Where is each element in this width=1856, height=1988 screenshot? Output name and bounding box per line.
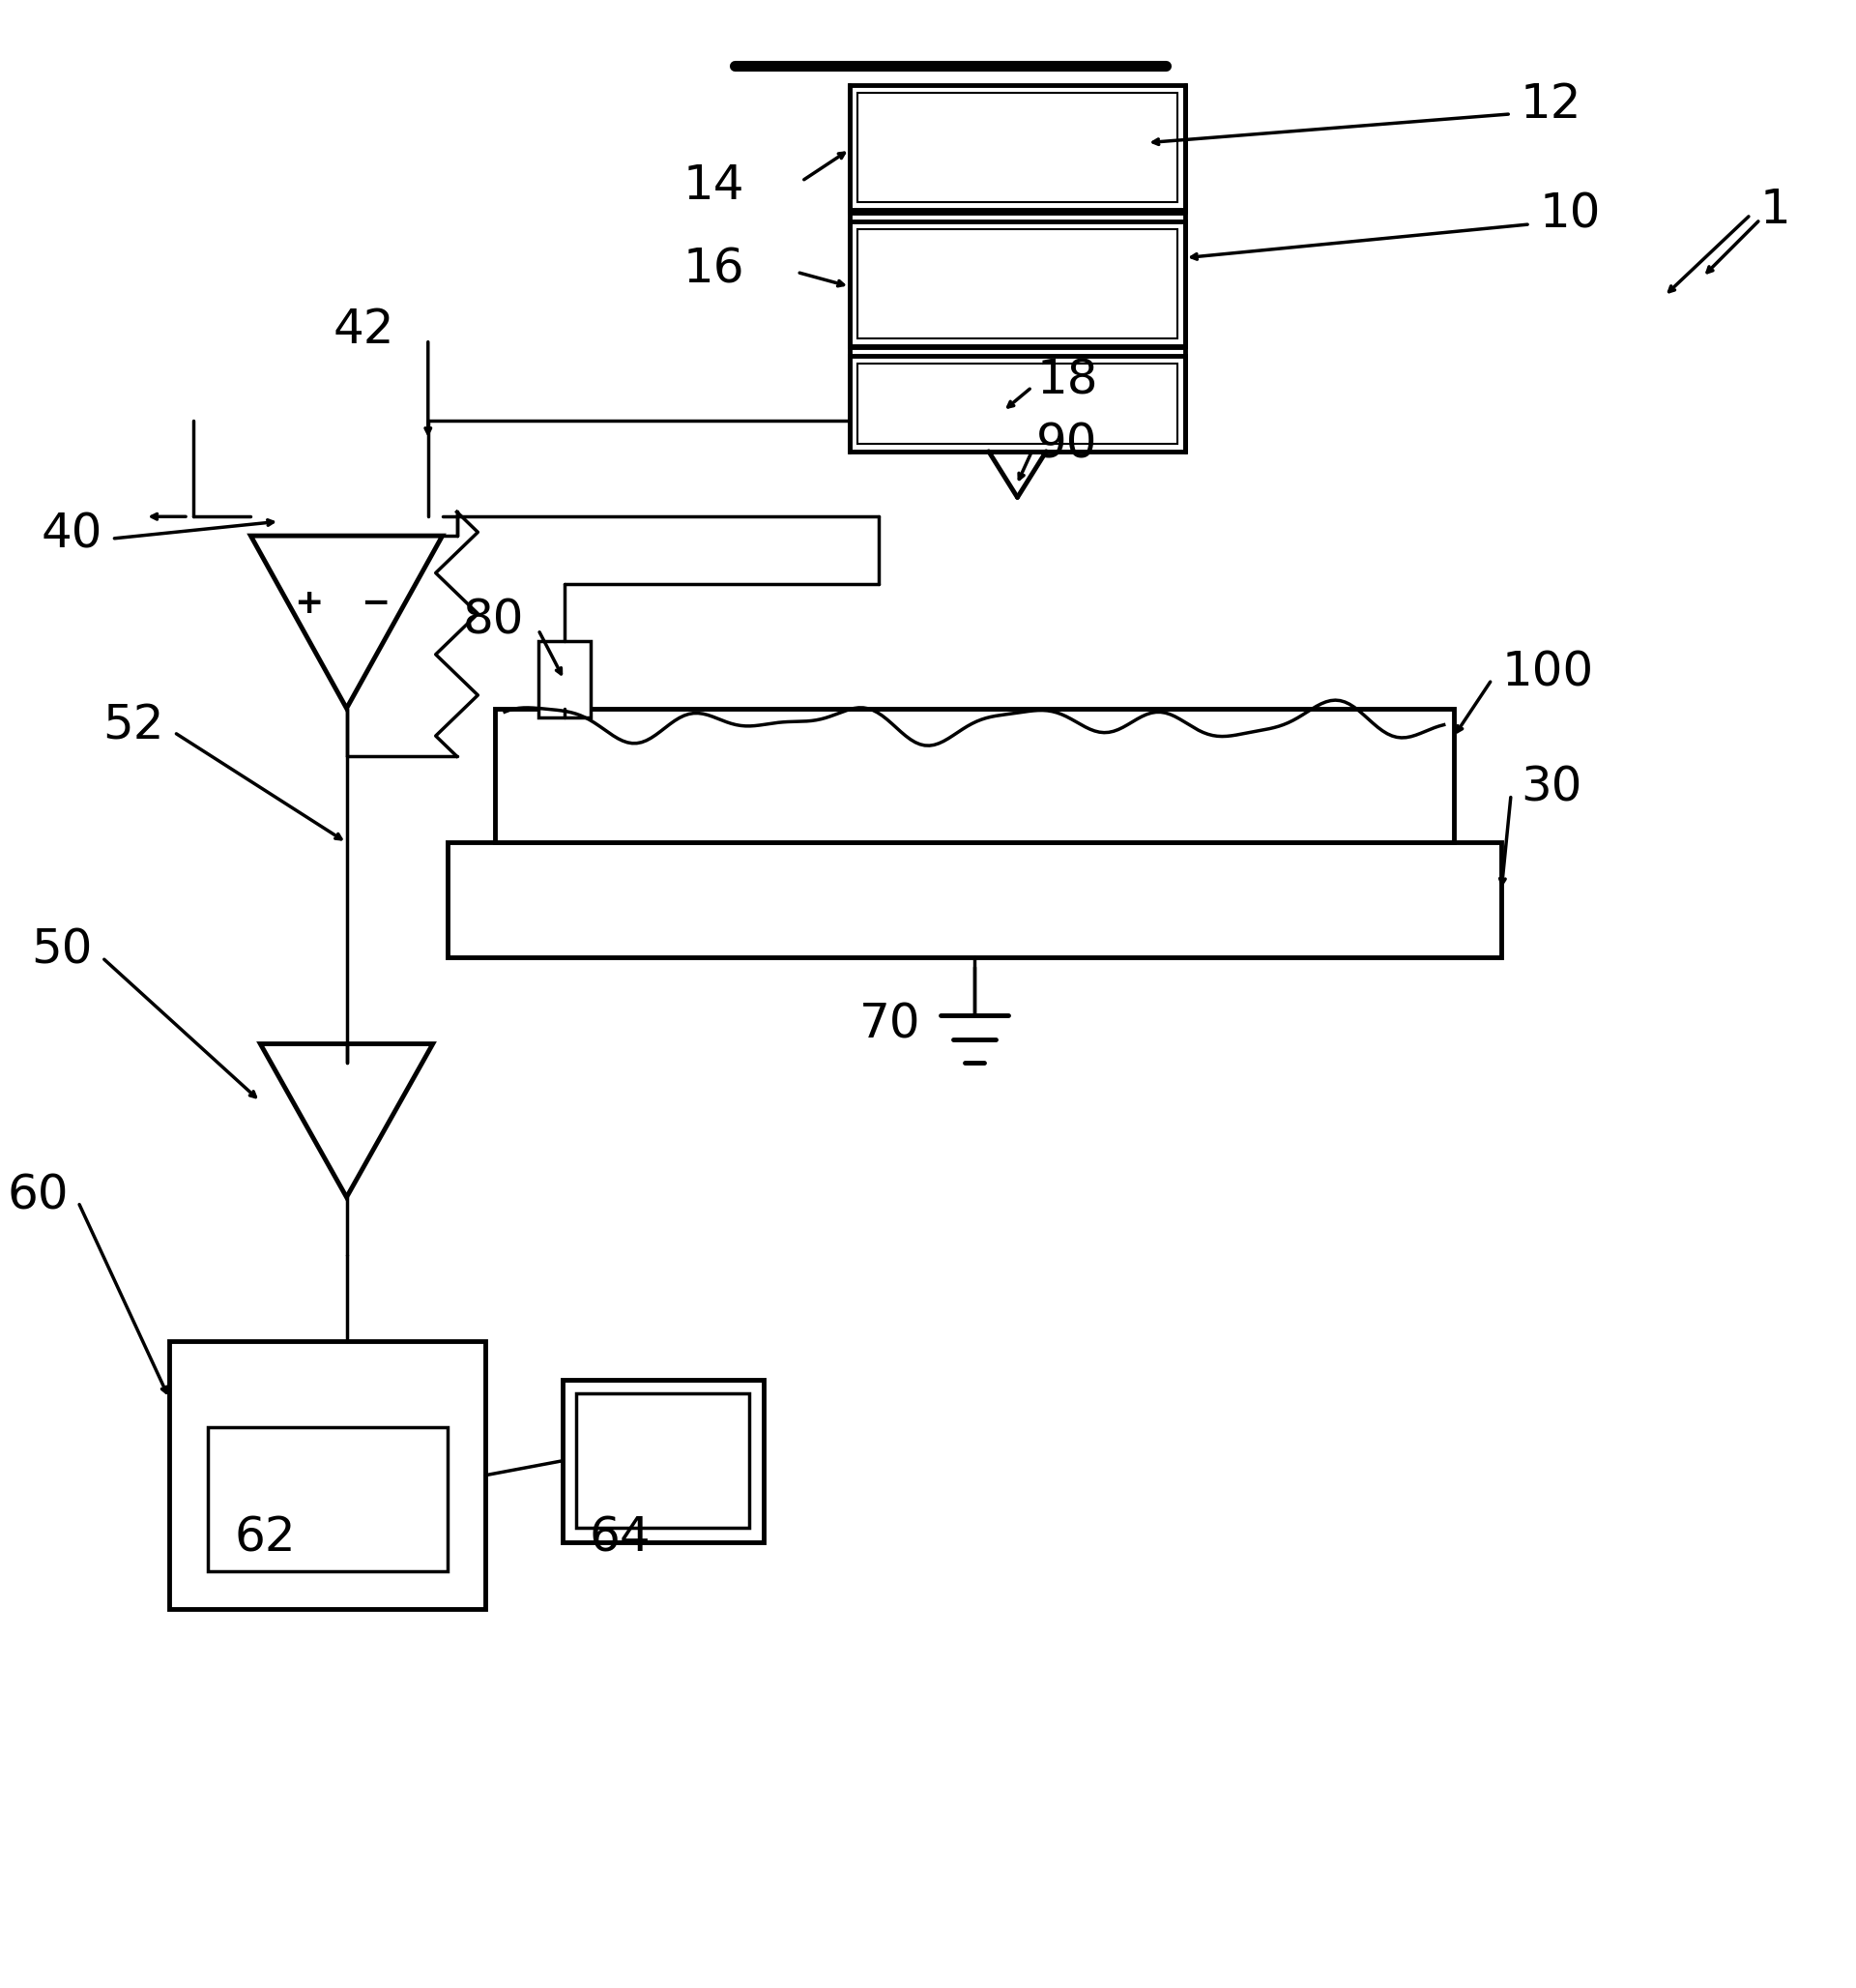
Text: 30: 30 — [1520, 765, 1581, 811]
Bar — [850, 356, 1186, 451]
Bar — [538, 642, 590, 718]
Text: 64: 64 — [588, 1515, 650, 1561]
Text: 90: 90 — [1038, 421, 1099, 467]
Polygon shape — [251, 537, 442, 708]
Bar — [496, 708, 1453, 843]
Text: 50: 50 — [32, 926, 93, 972]
Text: 62: 62 — [234, 1515, 295, 1561]
Bar — [850, 221, 1186, 346]
Text: 40: 40 — [41, 511, 102, 557]
Text: 14: 14 — [683, 163, 744, 209]
Bar — [562, 1380, 763, 1543]
Bar — [208, 1427, 447, 1571]
Text: 60: 60 — [7, 1173, 69, 1219]
Bar — [857, 93, 1177, 203]
Text: 16: 16 — [683, 247, 744, 292]
Text: 1: 1 — [1759, 187, 1791, 233]
Text: 70: 70 — [859, 1002, 921, 1048]
Text: 18: 18 — [1038, 358, 1099, 404]
Bar — [857, 364, 1177, 443]
Text: 42: 42 — [332, 306, 395, 354]
Bar — [447, 843, 1502, 958]
Text: 12: 12 — [1520, 82, 1581, 127]
Text: −: − — [360, 586, 390, 620]
Text: 10: 10 — [1540, 191, 1602, 239]
Text: +: + — [293, 586, 323, 620]
Text: 100: 100 — [1502, 650, 1594, 696]
Polygon shape — [260, 1044, 432, 1197]
Bar — [169, 1342, 486, 1610]
Bar — [857, 229, 1177, 338]
Text: 52: 52 — [104, 702, 165, 749]
Text: 80: 80 — [462, 596, 523, 644]
Bar — [577, 1394, 750, 1529]
Bar — [850, 85, 1186, 211]
